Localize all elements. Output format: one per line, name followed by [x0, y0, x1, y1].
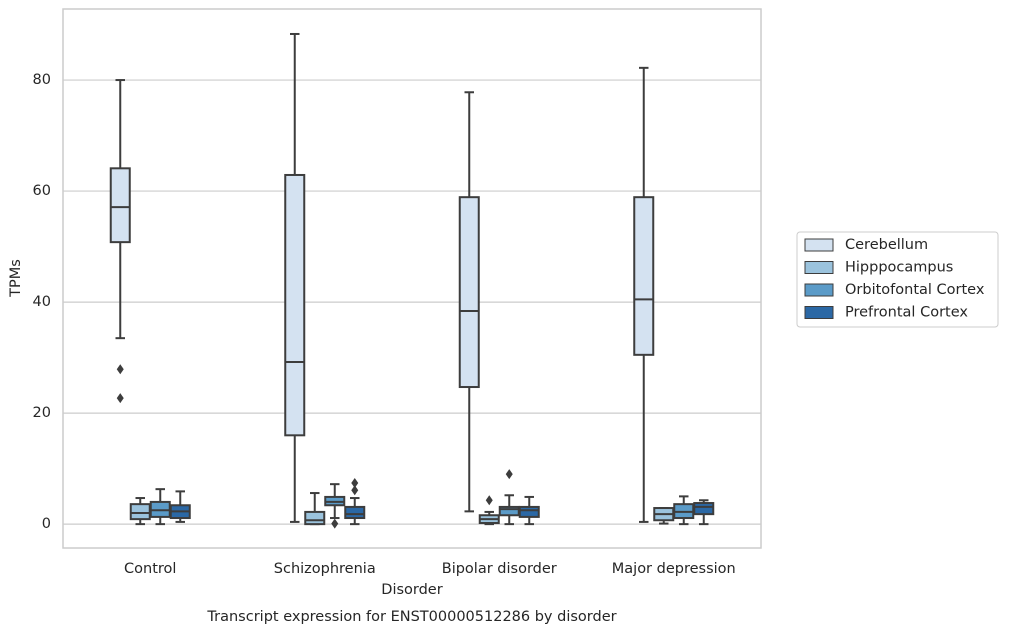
y-tick-label: 0: [42, 516, 51, 532]
box: [304, 510, 326, 526]
y-axis-label: TPMs: [8, 259, 24, 298]
box: [129, 503, 151, 521]
plot-frame: [62, 8, 762, 549]
x-tick-label: Schizophrenia: [274, 561, 376, 577]
legend-swatch: [804, 306, 834, 319]
outlier: [116, 393, 124, 404]
box: [284, 173, 306, 437]
x-tick-label: Bipolar disorder: [442, 561, 557, 577]
box: [458, 196, 480, 389]
outlier: [351, 478, 359, 489]
x-axis-label: Disorder: [381, 582, 442, 598]
outlier: [331, 518, 339, 529]
box: [518, 505, 540, 518]
legend-swatch: [804, 238, 834, 252]
legend-label: Cerebellum: [845, 237, 928, 253]
x-tick-label: Major depression: [612, 561, 736, 577]
outlier: [505, 469, 513, 480]
outlier: [351, 485, 359, 496]
box: [633, 196, 655, 356]
x-tick-label: Control: [124, 561, 176, 577]
outlier: [485, 495, 493, 506]
legend-swatch: [804, 283, 834, 297]
y-tick-label: 80: [33, 72, 51, 88]
box: [109, 167, 131, 244]
legend-frame: [796, 231, 999, 328]
legend-label: Prefrontal Cortex: [845, 305, 968, 321]
outlier: [116, 364, 124, 375]
legend-swatch: [804, 261, 834, 274]
legend-label: Hipppocampus: [845, 260, 953, 276]
chart-title: Transcript expression for ENST0000051228…: [206, 609, 616, 625]
y-tick-label: 60: [33, 183, 51, 199]
y-tick-label: 40: [33, 294, 51, 310]
box: [693, 502, 715, 516]
box: [344, 505, 366, 520]
y-tick-label: 20: [33, 405, 51, 421]
legend-label: Orbitofontal Cortex: [845, 282, 985, 298]
